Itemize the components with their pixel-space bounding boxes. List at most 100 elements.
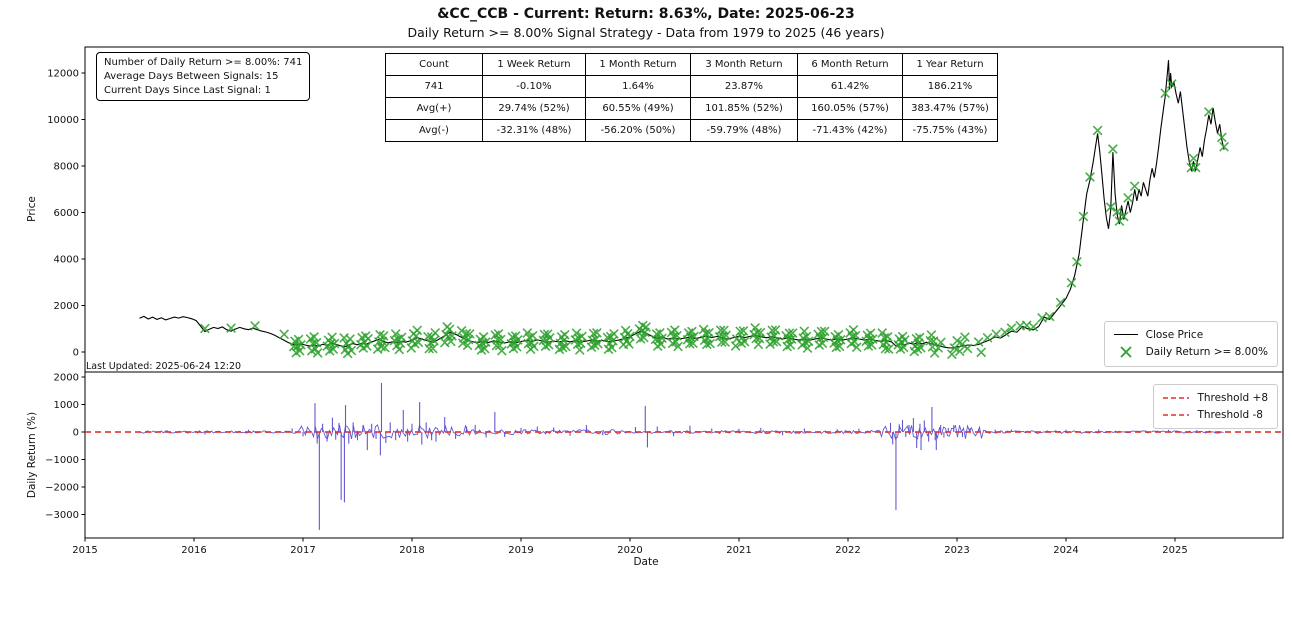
signal-x-marker (651, 329, 662, 339)
signal-x-marker (801, 331, 812, 342)
signal-x-marker (672, 330, 682, 341)
signal-x-marker (1028, 322, 1039, 332)
price-yticks: 0 2000 4000 6000 8000 10000 12000 (47, 69, 85, 359)
signal-x-marker (991, 329, 1002, 339)
signal-x-marker (1108, 144, 1118, 154)
signal-x-marker (346, 345, 357, 356)
stats-table-cell: 186.21% (902, 75, 998, 98)
signal-x-marker (609, 328, 619, 339)
stats-table-cell: -59.79% (48%) (690, 119, 798, 142)
stats-table-cell: -56.20% (50%) (585, 119, 691, 142)
signal-x-marker (635, 334, 646, 344)
stats-table-row: 741 -0.10% 1.64% 23.87% 61.42% 186.21% (385, 75, 998, 98)
signal-x-marker (1000, 327, 1010, 338)
signal-x-marker (657, 333, 667, 344)
signal-x-marker (935, 337, 946, 348)
signal-stats-annotation: Number of Daily Return >= 8.00%: 741 Ave… (96, 52, 311, 102)
signal-x-marker (1186, 162, 1197, 173)
signal-x-marker (312, 348, 323, 358)
signal-x-marker (602, 332, 613, 343)
signal-x-marker (464, 328, 475, 339)
signal-x-marker (379, 342, 390, 353)
signal-x-marker (704, 327, 714, 338)
signal-x-marker (444, 324, 455, 335)
signal-x-marker (279, 329, 290, 340)
signal-x-marker (933, 342, 944, 353)
signal-x-marker (423, 331, 433, 342)
y-tick-label: 4000 (54, 255, 79, 266)
stats-table-cell: 61.42% (797, 75, 903, 98)
signal-x-marker (851, 342, 862, 353)
signal-x-marker (413, 337, 424, 348)
axes-frames (84, 46, 1284, 539)
stats-table-cell: 741 (385, 75, 483, 98)
y-tick-label: −3000 (45, 510, 79, 521)
threshold-legend: Threshold +8 Threshold -8 (1153, 384, 1278, 429)
stats-table-cell: -32.31% (48%) (482, 119, 586, 142)
signal-x-marker (721, 330, 732, 341)
signal-x-marker (507, 332, 518, 342)
stats-table-header: 1 Week Return (482, 53, 586, 76)
signal-x-marker (625, 331, 635, 342)
legend-label-signal: Daily Return >= 8.00% (1145, 345, 1268, 358)
signal-x-marker (982, 332, 993, 343)
stats-table-cell: -75.75% (43%) (902, 119, 998, 142)
signal-x-marker (1129, 181, 1140, 192)
annotation-line-avg-days: Average Days Between Signals: 15 (104, 70, 279, 82)
signal-x-marker (327, 332, 337, 343)
returns-stats-table: Count 1 Week Return 1 Month Return 3 Month … (385, 53, 998, 142)
stats-table-header: Count (385, 53, 483, 76)
returns-stats-table-wrap: Count 1 Week Return 1 Month Return 3 Month … (385, 53, 998, 142)
annotation-line-count: Number of Daily Return >= 8.00%: 741 (104, 57, 303, 68)
signal-x-marker (1217, 132, 1227, 143)
signal-x-marker (687, 326, 697, 337)
legend-item-threshold-minus: Threshold -8 (1163, 407, 1268, 424)
y-tick-label: 6000 (54, 208, 79, 219)
signal-x-marker (427, 343, 438, 354)
stats-table-cell: 160.05% (57%) (797, 97, 903, 120)
signal-x-marker (1188, 153, 1199, 164)
signal-x-marker (1037, 312, 1047, 323)
legend-item-threshold-plus: Threshold +8 (1163, 390, 1268, 407)
close-price-line (139, 60, 1225, 349)
signal-x-marker (411, 331, 421, 341)
signal-x-marker (478, 332, 489, 342)
signal-x-marker (669, 325, 680, 335)
signal-x-marker (296, 340, 306, 350)
signal-x-marker (960, 332, 970, 342)
last-updated-text: Last Updated: 2025-06-24 12:20 (86, 361, 242, 372)
signal-x-marker (527, 330, 538, 341)
y-tick-label: −2000 (45, 483, 79, 494)
signal-x-marker (1085, 172, 1095, 182)
stats-table-cell: Avg(-) (385, 119, 483, 142)
stats-table-cell: 60.55% (49%) (585, 97, 691, 120)
date-axis-label: Date (633, 556, 659, 568)
signal-x-marker (1105, 202, 1116, 213)
signal-x-marker (771, 336, 782, 347)
signal-x-marker (819, 326, 830, 337)
signal-x-marker (865, 328, 876, 339)
signal-x-marker (1006, 323, 1017, 333)
signal-x-marker (787, 328, 798, 339)
red-dashed-line-icon (1163, 414, 1190, 416)
stats-table-cell: 29.74% (52%) (482, 97, 586, 120)
black-line-swatch-icon (1113, 334, 1138, 336)
x-tick-label: 2021 (726, 545, 751, 556)
x-tick-label: 2015 (72, 545, 97, 556)
signal-x-marker (493, 328, 504, 339)
stats-table-row: Avg(-) -32.31% (48%) -56.20% (50%) -59.79% … (385, 119, 998, 142)
stats-table-header: 1 Month Return (585, 53, 691, 76)
legend-item-close-price: Close Price (1113, 327, 1268, 344)
signal-x-marker (559, 329, 570, 340)
signal-x-marker (1072, 256, 1082, 267)
signal-x-marker (311, 337, 322, 348)
signal-x-marker (496, 345, 507, 356)
signal-x-marker (1044, 311, 1055, 322)
legend-label-threshold-minus: Threshold -8 (1197, 408, 1263, 421)
signal-x-marker (962, 343, 973, 354)
signal-x-marker (545, 333, 555, 343)
signal-x-marker (1166, 79, 1177, 89)
signal-x-marker (673, 341, 683, 352)
signal-x-marker (495, 334, 506, 345)
